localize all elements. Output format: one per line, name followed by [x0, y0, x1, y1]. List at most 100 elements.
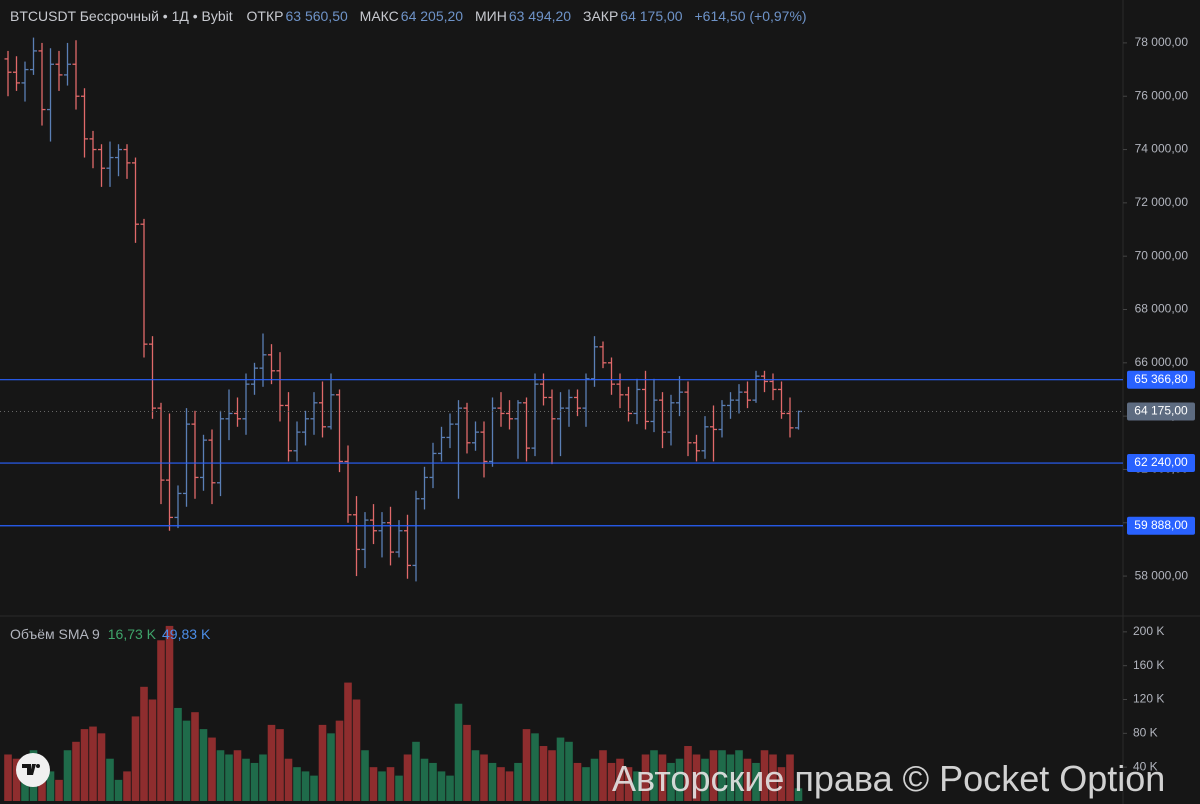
- volume-bar: [395, 775, 403, 801]
- volume-bar: [4, 754, 12, 801]
- volume-bar: [616, 758, 624, 801]
- volume-bar: [199, 729, 208, 801]
- volume-bar: [624, 767, 633, 801]
- volume-bar: [63, 750, 72, 801]
- y-tick-label: 40 K: [1133, 759, 1158, 773]
- volume-bar: [344, 682, 352, 801]
- ohlc-value: 64 175,00: [620, 8, 683, 24]
- level-box: [1127, 516, 1195, 535]
- volume-bar: [174, 707, 182, 801]
- y-tick-label: 72 000,00: [1135, 195, 1189, 209]
- volume-bar: [361, 750, 369, 801]
- volume-bar: [760, 750, 769, 801]
- volume-bar: [429, 762, 437, 801]
- volume-bar: [182, 720, 191, 801]
- volume-bar: [480, 754, 488, 801]
- y-tick-label: 76 000,00: [1135, 88, 1189, 102]
- volume-bar: [250, 762, 259, 801]
- volume-bar: [437, 771, 446, 801]
- volume-bar: [208, 737, 216, 801]
- volume-bar: [786, 754, 794, 801]
- volume-bar: [641, 754, 650, 801]
- level-label: 62 240,00: [1134, 455, 1188, 469]
- tv-logo: [16, 753, 50, 787]
- y-tick-label: 80 K: [1133, 726, 1158, 740]
- volume-bar: [701, 758, 709, 801]
- level-label: 65 366,80: [1134, 372, 1188, 386]
- ohlc-label: ЗАКР: [583, 8, 619, 24]
- volume-bar: [514, 762, 522, 801]
- volume-bar: [412, 741, 420, 801]
- volume-bar: [233, 750, 242, 801]
- level-box: [1127, 454, 1195, 473]
- volume-bar: [463, 724, 471, 801]
- volume-bar: [726, 754, 735, 801]
- volume-bar: [769, 754, 777, 801]
- y-tick-label: 74 000,00: [1135, 142, 1189, 156]
- volume-bar: [735, 750, 743, 801]
- volume-bar: [225, 754, 233, 801]
- volume-bar: [531, 733, 539, 801]
- volume-bar: [114, 779, 123, 801]
- volume-bar: [216, 750, 225, 801]
- volume-bar: [420, 758, 429, 801]
- volume-bar: [352, 699, 361, 801]
- volume-bar: [743, 758, 752, 801]
- volume-bar: [446, 775, 454, 801]
- watermark: Авторские права © Pocket Option: [612, 758, 1166, 799]
- y-tick-label: 70 000,00: [1135, 248, 1189, 262]
- volume-bar: [675, 758, 684, 801]
- volume-bar: [777, 767, 786, 801]
- volume-bar: [267, 724, 276, 801]
- volume-bar: [522, 729, 531, 801]
- change: +614,50 (+0,97%): [694, 8, 807, 24]
- volume-bar: [488, 762, 497, 801]
- volume-bar: [335, 720, 344, 801]
- volume-bar: [650, 750, 658, 801]
- volume-legend: Объём SMA 9 16,73 K 49,83 K: [10, 626, 210, 642]
- volume-bar: [505, 771, 514, 801]
- last-price-box: [1127, 402, 1195, 421]
- ohlc-label: МИН: [474, 8, 507, 24]
- volume-bar: [293, 767, 301, 801]
- volume-bar: [565, 741, 573, 801]
- volume-bar: [709, 750, 718, 801]
- volume-bar: [131, 716, 140, 801]
- volume-bar: [148, 699, 157, 801]
- volume-bar: [97, 733, 106, 801]
- legend-value: 16,73 K: [107, 626, 157, 642]
- volume-bar: [454, 703, 463, 801]
- y-tick-label: 66 000,00: [1135, 355, 1189, 369]
- y-tick-label: 68 000,00: [1135, 302, 1189, 316]
- volume-bar: [106, 758, 114, 801]
- volume-bar: [55, 779, 63, 801]
- volume-bar: [403, 754, 412, 801]
- volume-bar: [573, 762, 582, 801]
- volume-bar: [327, 733, 335, 801]
- volume-bar: [165, 625, 174, 801]
- volume-bar: [692, 754, 701, 801]
- volume-bar: [191, 712, 199, 801]
- ohlc-value: 64 205,20: [400, 8, 464, 24]
- volume-bar: [667, 762, 675, 801]
- volume-bar: [369, 767, 378, 801]
- volume-bar: [46, 771, 55, 801]
- y-tick-label: 78 000,00: [1135, 35, 1189, 49]
- volume-bar: [12, 758, 21, 801]
- symbol: BTCUSDT Бессрочный • 1Д • Bybit: [10, 8, 233, 24]
- volume-bar: [633, 771, 641, 801]
- volume-bar: [471, 750, 480, 801]
- volume-bar: [718, 750, 726, 801]
- ohlc-label: МАКС: [359, 8, 399, 24]
- header: BTCUSDT Бессрочный • 1Д • Bybit ОТКР 63 5…: [10, 8, 815, 24]
- volume-bar: [242, 758, 250, 801]
- volume-bar: [378, 771, 386, 801]
- legend-value: 49,83 K: [162, 626, 211, 642]
- volume-bar: [80, 729, 89, 801]
- ohlc-label: ОТКР: [246, 8, 284, 24]
- y-tick-label: 200 K: [1133, 624, 1164, 638]
- volume-bar: [658, 754, 667, 801]
- volume-bar: [301, 771, 310, 801]
